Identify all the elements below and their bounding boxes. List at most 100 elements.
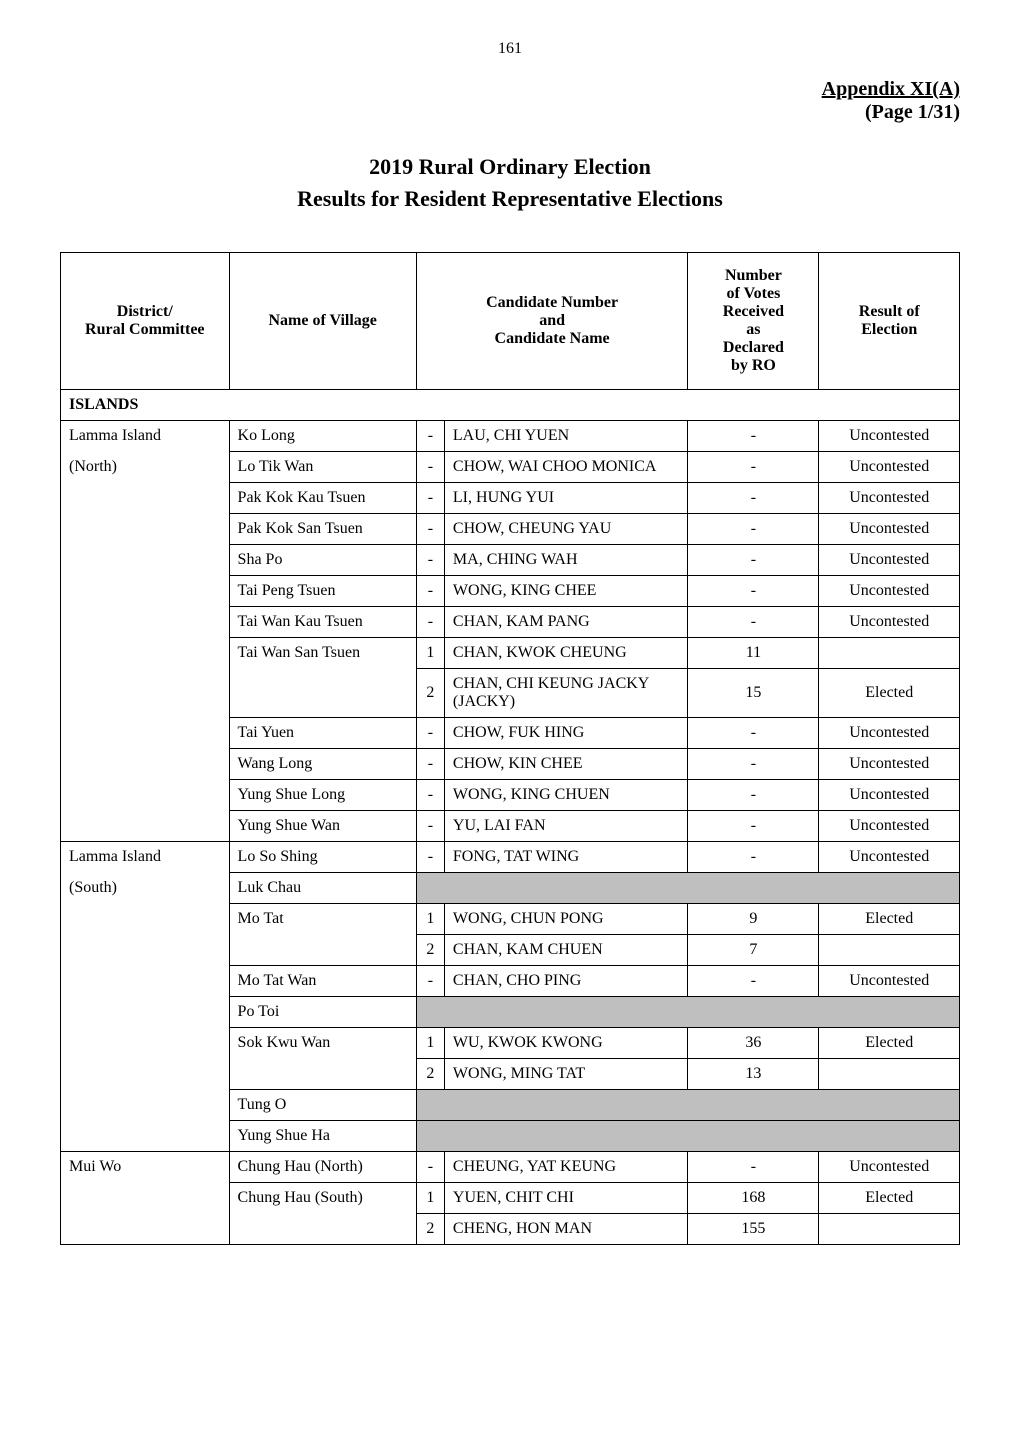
- candidate-number-cell: 2: [416, 935, 444, 966]
- district-cell: [61, 811, 230, 842]
- header-village: Name of Village: [229, 253, 416, 390]
- table-row: 2CHAN, CHI KEUNG JACKY (JACKY)15Elected: [61, 669, 960, 718]
- candidate-name-cell: CHOW, KIN CHEE: [444, 749, 687, 780]
- village-cell: [229, 669, 416, 718]
- candidate-number-cell: 2: [416, 669, 444, 718]
- district-cell: [61, 1214, 230, 1245]
- header-result: Result ofElection: [819, 253, 960, 390]
- table-row: Tung O: [61, 1090, 960, 1121]
- candidate-number-cell: -: [416, 452, 444, 483]
- village-cell: Tai Wan San Tsuen: [229, 638, 416, 669]
- district-cell: Mui Wo: [61, 1152, 230, 1183]
- village-cell: Sok Kwu Wan: [229, 1028, 416, 1059]
- candidate-number-cell: 2: [416, 1059, 444, 1090]
- result-cell: Uncontested: [819, 966, 960, 997]
- table-row: Tai Wan San Tsuen1CHAN, KWOK CHEUNG11: [61, 638, 960, 669]
- empty-cell: [416, 997, 959, 1028]
- result-cell: Uncontested: [819, 452, 960, 483]
- candidate-number-cell: -: [416, 483, 444, 514]
- table-row: (North)Lo Tik Wan-CHOW, WAI CHOO MONICA-…: [61, 452, 960, 483]
- votes-cell: -: [688, 811, 819, 842]
- candidate-number-cell: -: [416, 545, 444, 576]
- result-cell: Uncontested: [819, 811, 960, 842]
- candidate-number-cell: -: [416, 842, 444, 873]
- village-cell: [229, 935, 416, 966]
- result-cell: Uncontested: [819, 545, 960, 576]
- votes-cell: 13: [688, 1059, 819, 1090]
- candidate-number-cell: -: [416, 966, 444, 997]
- result-cell: Elected: [819, 1028, 960, 1059]
- votes-cell: 168: [688, 1183, 819, 1214]
- village-cell: Tai Peng Tsuen: [229, 576, 416, 607]
- village-cell: Pak Kok San Tsuen: [229, 514, 416, 545]
- votes-cell: -: [688, 780, 819, 811]
- candidate-number-cell: 2: [416, 1214, 444, 1245]
- district-cell: [61, 1028, 230, 1059]
- candidate-name-cell: WU, KWOK KWONG: [444, 1028, 687, 1059]
- header-candidate: Candidate NumberandCandidate Name: [416, 253, 688, 390]
- candidate-number-cell: 1: [416, 1028, 444, 1059]
- result-cell: [819, 638, 960, 669]
- candidate-number-cell: -: [416, 718, 444, 749]
- votes-cell: -: [688, 607, 819, 638]
- candidate-number-cell: -: [416, 576, 444, 607]
- table-row: Sha Po-MA, CHING WAH-Uncontested: [61, 545, 960, 576]
- header-district: District/Rural Committee: [61, 253, 230, 390]
- candidate-name-cell: CHOW, CHEUNG YAU: [444, 514, 687, 545]
- village-cell: Chung Hau (South): [229, 1183, 416, 1214]
- village-cell: Tung O: [229, 1090, 416, 1121]
- candidate-name-cell: MA, CHING WAH: [444, 545, 687, 576]
- table-row: Wang Long-CHOW, KIN CHEE-Uncontested: [61, 749, 960, 780]
- votes-cell: -: [688, 966, 819, 997]
- result-cell: Elected: [819, 669, 960, 718]
- district-cell: [61, 1059, 230, 1090]
- district-cell: [61, 718, 230, 749]
- table-row: Po Toi: [61, 997, 960, 1028]
- table-row: Pak Kok Kau Tsuen-LI, HUNG YUI-Uncontest…: [61, 483, 960, 514]
- village-cell: Tai Wan Kau Tsuen: [229, 607, 416, 638]
- candidate-name-cell: CHAN, CHO PING: [444, 966, 687, 997]
- village-cell: Wang Long: [229, 749, 416, 780]
- empty-cell: [416, 1121, 959, 1152]
- candidate-name-cell: CHAN, KAM CHUEN: [444, 935, 687, 966]
- candidate-number-cell: -: [416, 514, 444, 545]
- district-cell: [61, 1121, 230, 1152]
- result-cell: Uncontested: [819, 749, 960, 780]
- votes-cell: -: [688, 842, 819, 873]
- votes-cell: -: [688, 749, 819, 780]
- district-cell: [61, 935, 230, 966]
- candidate-number-cell: -: [416, 749, 444, 780]
- candidate-number-cell: 1: [416, 638, 444, 669]
- district-cell: [61, 576, 230, 607]
- table-row: 2CHENG, HON MAN155: [61, 1214, 960, 1245]
- district-cell: [61, 966, 230, 997]
- candidate-name-cell: YU, LAI FAN: [444, 811, 687, 842]
- table-row: Mui WoChung Hau (North)-CHEUNG, YAT KEUN…: [61, 1152, 960, 1183]
- district-cell: Lamma Island: [61, 421, 230, 452]
- village-cell: Mo Tat: [229, 904, 416, 935]
- table-row: Pak Kok San Tsuen-CHOW, CHEUNG YAU-Uncon…: [61, 514, 960, 545]
- votes-cell: 7: [688, 935, 819, 966]
- district-cell: [61, 545, 230, 576]
- result-cell: Uncontested: [819, 514, 960, 545]
- votes-cell: 9: [688, 904, 819, 935]
- village-cell: Lo Tik Wan: [229, 452, 416, 483]
- candidate-name-cell: CHEUNG, YAT KEUNG: [444, 1152, 687, 1183]
- result-cell: Elected: [819, 904, 960, 935]
- votes-cell: -: [688, 483, 819, 514]
- table-row: 2WONG, MING TAT13: [61, 1059, 960, 1090]
- candidate-name-cell: WONG, KING CHUEN: [444, 780, 687, 811]
- candidate-name-cell: WONG, MING TAT: [444, 1059, 687, 1090]
- candidate-number-cell: -: [416, 607, 444, 638]
- votes-cell: -: [688, 576, 819, 607]
- votes-cell: -: [688, 545, 819, 576]
- candidate-number-cell: 1: [416, 1183, 444, 1214]
- table-row: Yung Shue Ha: [61, 1121, 960, 1152]
- district-cell: [61, 904, 230, 935]
- votes-cell: 11: [688, 638, 819, 669]
- candidate-name-cell: FONG, TAT WING: [444, 842, 687, 873]
- appendix-page-ref: (Page 1/31): [865, 101, 960, 123]
- empty-cell: [416, 873, 959, 904]
- votes-cell: 15: [688, 669, 819, 718]
- document-subtitle: Results for Resident Representative Elec…: [60, 186, 960, 212]
